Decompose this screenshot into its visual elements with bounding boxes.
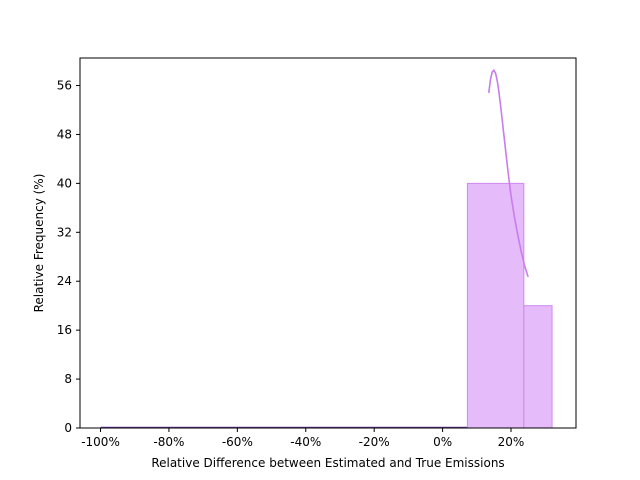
y-axis-label: Relative Frequency (%) xyxy=(32,174,46,313)
bars-layer xyxy=(100,182,553,429)
y-tick-label: 56 xyxy=(57,79,72,93)
y-tick-label: 8 xyxy=(64,372,72,386)
plot-frame xyxy=(79,57,577,429)
x-tick-label: -100% xyxy=(81,435,120,449)
y-tick-label: 32 xyxy=(57,225,72,239)
y-tick-label: 0 xyxy=(64,421,72,435)
x-tick-label: -80% xyxy=(153,435,184,449)
y-tick-label: 48 xyxy=(57,127,72,141)
x-tick-label: 0% xyxy=(433,435,452,449)
x-axis-ticks: -100% -80% -60% -40% -20% 0% 20% xyxy=(81,428,524,449)
x-tick-label: 20% xyxy=(498,435,525,449)
y-tick-label: 24 xyxy=(57,274,72,288)
y-axis-ticks: 0 8 16 24 32 40 48 56 xyxy=(57,79,80,435)
x-tick-label: -20% xyxy=(359,435,390,449)
x-tick-label: -60% xyxy=(222,435,253,449)
kde-curve xyxy=(487,68,529,278)
histogram-bar xyxy=(523,305,553,429)
kde-layer xyxy=(487,68,529,278)
y-tick-label: 16 xyxy=(57,323,72,337)
x-tick-label: -40% xyxy=(290,435,321,449)
y-tick-label: 40 xyxy=(57,176,72,190)
x-axis-label: Relative Difference between Estimated an… xyxy=(151,456,504,470)
